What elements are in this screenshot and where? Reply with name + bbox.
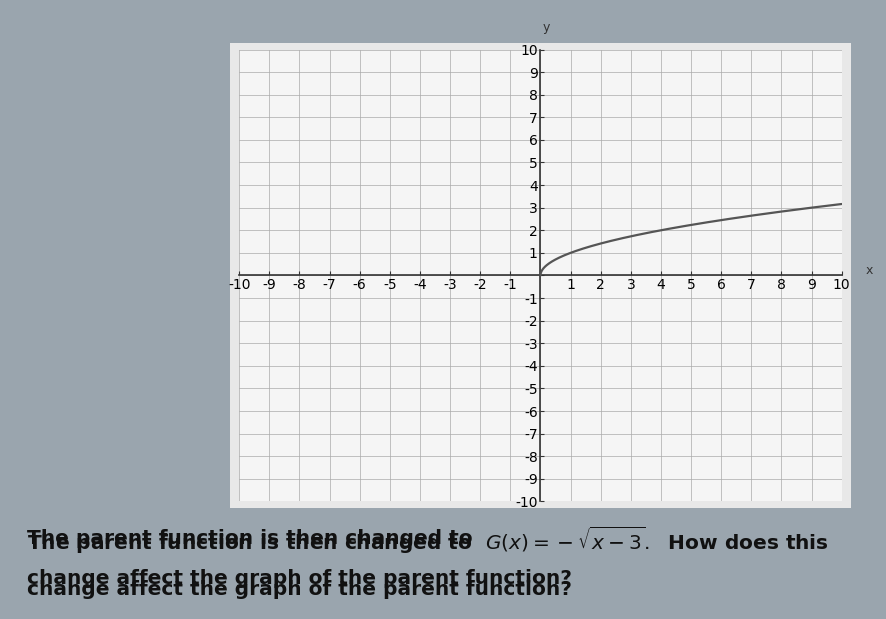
Text: The parent function is then changed to: The parent function is then changed to	[27, 529, 486, 548]
Text: y: y	[543, 20, 550, 33]
Text: change affect the graph of the parent function?: change affect the graph of the parent fu…	[27, 580, 571, 599]
Text: change affect the graph of the parent function?: change affect the graph of the parent fu…	[27, 569, 571, 589]
Text: The parent function is then changed to  $G(x) = -\sqrt{x-3}.$  How does this: The parent function is then changed to $…	[27, 524, 828, 555]
Text: x: x	[866, 264, 874, 277]
